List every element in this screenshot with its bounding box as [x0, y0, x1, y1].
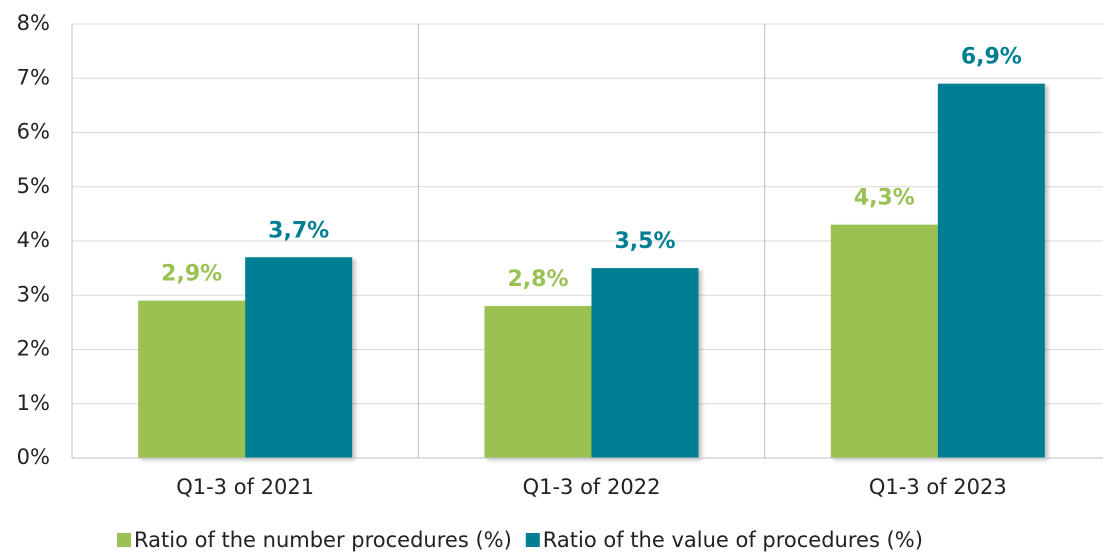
x-tick-label: Q1-3 of 2021 [176, 475, 314, 499]
value-label: 6,9% [961, 45, 1022, 70]
bar [830, 224, 938, 458]
value-label: 4,3% [854, 186, 915, 211]
y-tick-label: 2% [17, 337, 50, 361]
y-tick-label: 4% [17, 228, 50, 252]
y-tick-label: 3% [17, 282, 50, 306]
value-label: 3,5% [614, 229, 675, 254]
x-tick-label: Q1-3 of 2023 [869, 475, 1007, 499]
legend-label: Ratio of the number procedures (%) [134, 528, 512, 552]
legend-label: Ratio of the value of procedures (%) [543, 528, 923, 552]
legend-swatch [525, 533, 540, 547]
y-tick-label: 7% [17, 65, 50, 89]
bar [937, 83, 1045, 459]
y-tick-label: 8% [17, 11, 50, 35]
x-tick-label: Q1-3 of 2022 [523, 475, 661, 499]
value-label: 2,8% [507, 267, 568, 292]
bar [591, 268, 699, 458]
bar [138, 300, 246, 458]
y-tick-label: 0% [17, 445, 50, 469]
y-tick-label: 6% [17, 120, 50, 144]
value-label: 3,7% [268, 218, 329, 243]
value-label: 2,9% [161, 262, 222, 287]
bar [484, 306, 592, 458]
legend-swatch [117, 533, 131, 547]
y-tick-label: 1% [17, 391, 50, 415]
y-tick-label: 5% [17, 174, 50, 198]
bar [245, 257, 353, 458]
